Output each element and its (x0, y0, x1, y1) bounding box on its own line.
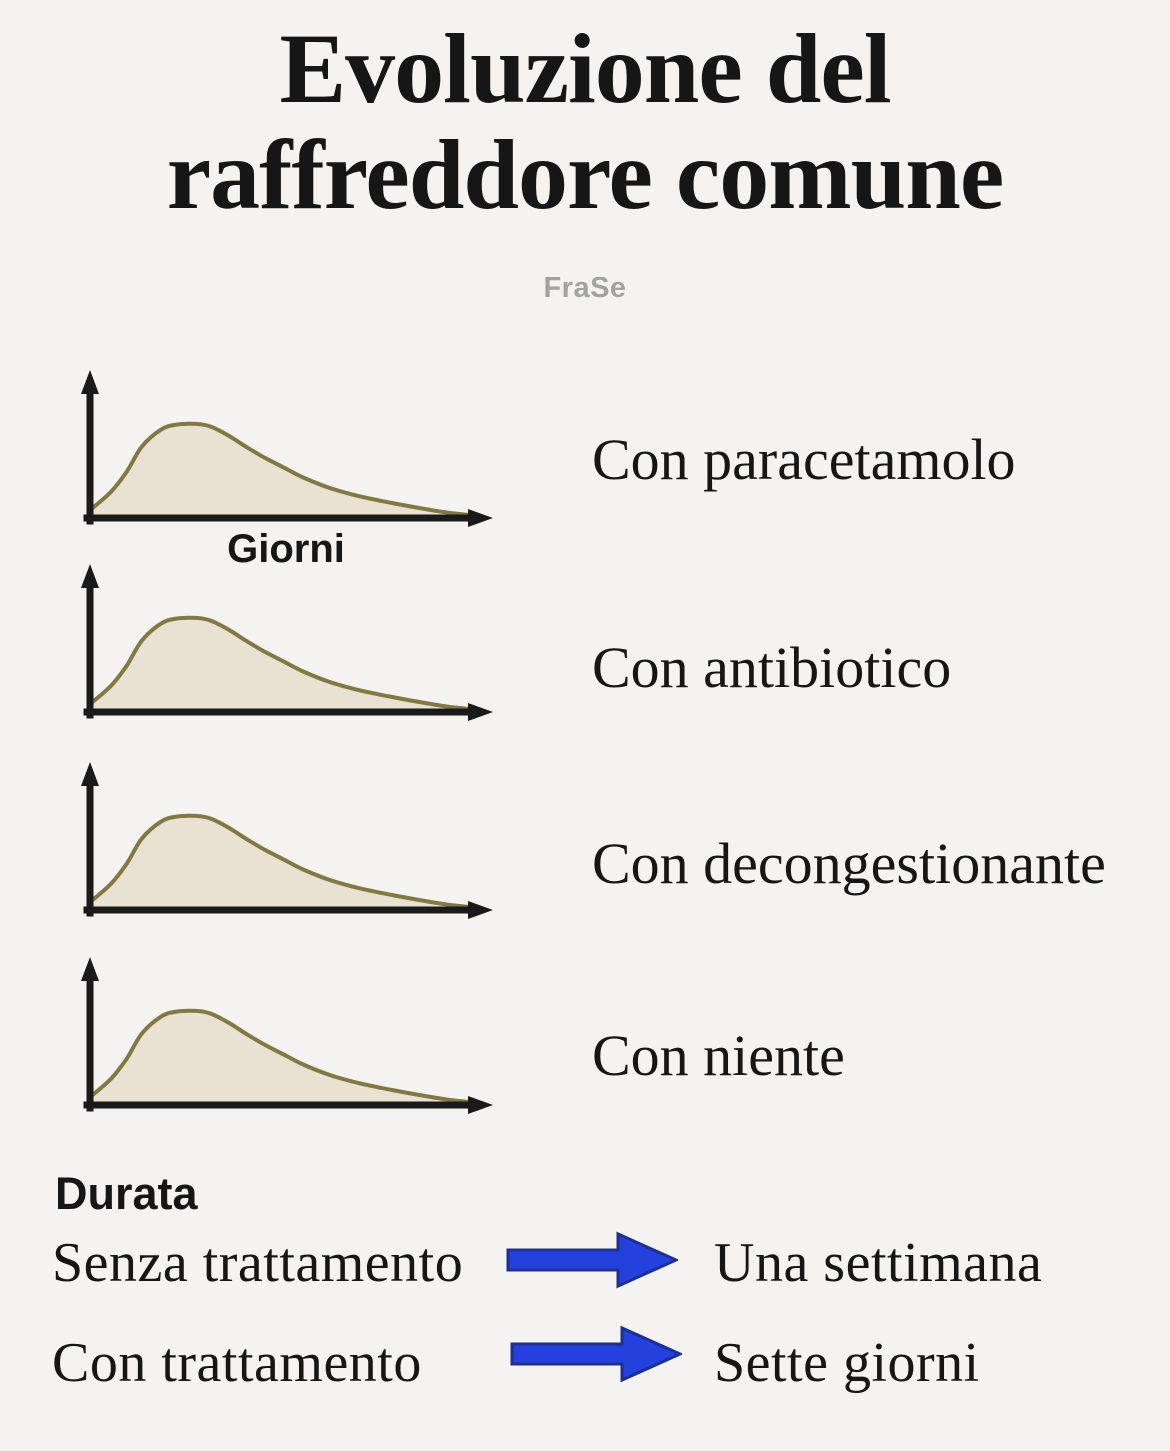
footer-row-right-una-settimana: Una settimana (714, 1232, 1043, 1294)
symptom-curve-chart (81, 564, 493, 721)
right-arrow-icon (510, 1325, 682, 1383)
x-axis-arrowhead-icon (468, 901, 493, 919)
symptom-curve-chart (81, 370, 493, 527)
arrow-shape (510, 1325, 682, 1383)
curve-line (90, 813, 478, 910)
symptom-curve-chart (81, 957, 493, 1114)
duration-heading: Durata (55, 1168, 198, 1219)
treatment-label-paracetamolo: Con paracetamolo (592, 427, 1016, 492)
curve-area (92, 423, 476, 517)
x-axis-arrowhead-icon (468, 1096, 493, 1114)
y-axis-arrowhead-icon (81, 370, 99, 394)
footer-row-right-sette-giorni: Sette giorni (714, 1332, 980, 1394)
page-title: Evoluzione del raffreddore comune (166, 13, 1004, 230)
watermark: FraSe (543, 272, 627, 304)
right-arrow-icon (506, 1231, 678, 1289)
curve-area (92, 815, 476, 909)
footer-row-left-con-trattamento: Con trattamento (52, 1332, 422, 1394)
x-axis-arrowhead-icon (468, 509, 493, 527)
curve-line (90, 421, 478, 518)
x-axis-arrowhead-icon (468, 703, 493, 721)
y-axis-arrowhead-icon (81, 762, 99, 786)
curve-area (92, 617, 476, 711)
y-axis-arrowhead-icon (81, 957, 99, 981)
treatment-label-decongestionante: Con decongestionante (592, 831, 1106, 896)
curve-line (90, 1008, 478, 1105)
curve-line (90, 615, 478, 712)
treatment-label-niente: Con niente (592, 1023, 845, 1088)
curve-area (92, 1010, 476, 1104)
footer-row-left-senza-trattamento: Senza trattamento (52, 1232, 464, 1294)
symptom-curve-chart (81, 762, 493, 919)
x-axis-label: Giorni (227, 527, 345, 571)
arrow-shape (506, 1231, 678, 1289)
treatment-label-antibiotico: Con antibiotico (592, 635, 952, 700)
y-axis-arrowhead-icon (81, 564, 99, 588)
